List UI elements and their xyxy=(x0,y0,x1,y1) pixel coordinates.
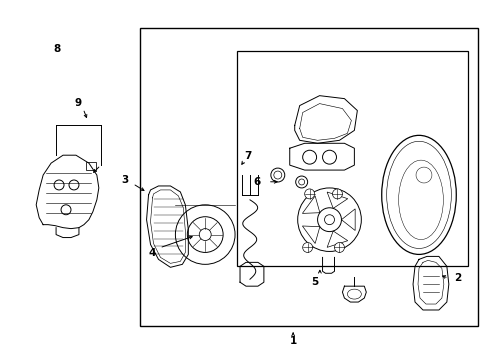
Circle shape xyxy=(304,189,314,199)
Circle shape xyxy=(175,205,235,264)
Circle shape xyxy=(302,243,312,252)
Text: 2: 2 xyxy=(453,273,460,283)
Circle shape xyxy=(332,189,342,199)
Text: 7: 7 xyxy=(244,151,251,161)
Bar xyxy=(86,162,96,170)
Text: 8: 8 xyxy=(54,44,61,54)
Bar xyxy=(237,51,467,266)
Text: 5: 5 xyxy=(311,277,318,287)
Text: 1: 1 xyxy=(289,337,296,346)
Circle shape xyxy=(334,243,344,252)
Text: 6: 6 xyxy=(252,177,260,187)
Ellipse shape xyxy=(381,135,455,255)
Text: 4: 4 xyxy=(148,248,156,258)
Text: 9: 9 xyxy=(75,98,81,108)
Circle shape xyxy=(297,188,361,251)
Circle shape xyxy=(295,176,307,188)
Circle shape xyxy=(270,168,284,182)
Text: 3: 3 xyxy=(122,175,129,185)
Bar xyxy=(140,28,477,327)
